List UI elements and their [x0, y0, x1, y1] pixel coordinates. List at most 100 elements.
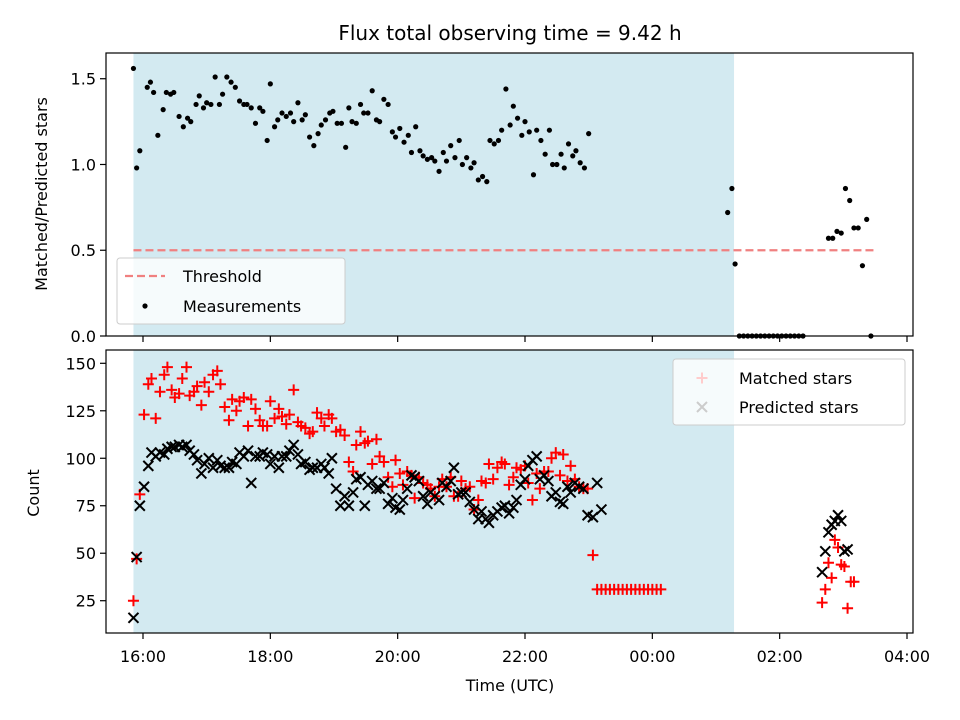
predicted-star-point	[382, 498, 394, 510]
predicted-star-point	[245, 477, 257, 489]
matched-star-point	[355, 426, 367, 438]
matched-star-point	[238, 391, 250, 403]
measurement-point	[184, 115, 191, 121]
predicted-star-point	[180, 439, 193, 451]
measurement-point	[208, 101, 214, 108]
measurement-point	[219, 91, 226, 97]
matched-star-point	[507, 471, 519, 483]
predicted-star-point	[475, 505, 488, 518]
measurement-point	[343, 144, 349, 150]
measurement-point	[315, 131, 321, 137]
measurement-point	[381, 96, 387, 102]
predicted-star-point	[334, 500, 347, 512]
measurement-point	[397, 125, 403, 132]
predicted-star-point	[130, 551, 143, 563]
predicted-star-point	[198, 458, 211, 470]
matched-star-point	[145, 372, 157, 384]
measurement-point	[291, 119, 297, 125]
x-tick-label: 18:00	[247, 647, 293, 666]
predicted-star-point	[280, 450, 292, 463]
predicted-star-point	[307, 462, 319, 474]
predicted-star-point	[299, 456, 312, 468]
measurement-point	[440, 149, 446, 156]
measurement-point	[151, 89, 157, 96]
measurement-point	[401, 139, 407, 145]
matched-star-point	[127, 595, 139, 607]
measurement-point	[275, 117, 281, 123]
measurement-point	[468, 165, 474, 171]
measurement-point	[369, 88, 375, 94]
predicted-star-point	[359, 500, 371, 512]
predicted-star-point	[326, 452, 338, 464]
measurement-point	[456, 137, 462, 144]
measurement-point	[534, 127, 540, 133]
matched-star-point	[249, 403, 261, 415]
matched-star-point	[191, 380, 203, 392]
measurement-point	[260, 108, 266, 114]
matched-star-point	[173, 388, 185, 400]
predicted-star-point	[542, 475, 555, 487]
measurement-point	[538, 137, 544, 144]
measurement-point	[424, 156, 430, 162]
x-tick-label: 16:00	[120, 647, 166, 666]
matched-star-point	[154, 386, 166, 398]
matched-star-point	[199, 376, 211, 388]
measurement-point	[830, 235, 836, 241]
measurement-point	[408, 149, 415, 156]
bottom-plot-frame	[105, 349, 914, 634]
predicted-star-point	[370, 482, 383, 495]
measurement-point	[530, 172, 537, 178]
bottom-y-tick-label: 100	[65, 449, 96, 468]
matched-star-point	[339, 429, 351, 441]
measurement-point	[137, 148, 143, 154]
measurement-point	[236, 98, 243, 104]
matched-star-point	[370, 433, 382, 445]
predicted-star-point	[249, 450, 262, 463]
measurement-point	[295, 100, 301, 106]
measurement-point	[302, 112, 308, 118]
predicted-star-point	[522, 460, 534, 472]
measurement-point	[212, 74, 218, 80]
measurement-point	[838, 230, 844, 236]
matched-star-point	[534, 483, 546, 495]
measurement-point	[475, 177, 481, 183]
x-tick-label: 02:00	[757, 647, 803, 666]
measurement-point	[322, 117, 329, 123]
predicted-star-point	[445, 475, 457, 487]
measurement-point	[200, 105, 207, 111]
predicted-star-point	[322, 467, 335, 480]
measurement-point	[834, 228, 840, 234]
measurement-point	[464, 155, 470, 161]
predicted-star-point	[283, 444, 296, 457]
predicted-star-point	[433, 494, 445, 506]
top-y-tick-label: 1.5	[71, 70, 96, 89]
top-y-tick-label: 1.0	[71, 155, 96, 174]
matched-star-point	[334, 424, 346, 436]
measurement-point	[318, 122, 324, 128]
matched-star-point	[350, 439, 362, 451]
measurement-point	[522, 119, 528, 125]
matched-star-point	[499, 458, 511, 470]
bottom-legend-box	[672, 358, 906, 426]
predicted-star-point	[816, 566, 828, 578]
measurement-point	[565, 141, 572, 147]
predicted-star-point	[591, 477, 603, 489]
measurement-point	[160, 107, 166, 113]
measurement-point	[577, 160, 583, 166]
predicted-star-point	[223, 462, 235, 474]
measurement-point	[732, 261, 738, 267]
measurement-point	[257, 105, 263, 111]
predicted-star-point	[440, 481, 453, 493]
predicted-star-point	[841, 543, 854, 556]
legend-matched-label: Matched stars	[739, 369, 852, 388]
predicted-star-point	[413, 475, 425, 487]
predicted-star-point	[564, 486, 577, 499]
matched-star-point	[503, 479, 515, 491]
measurement-point	[432, 158, 438, 164]
top-y-tick-label: 0.5	[71, 241, 96, 260]
matched-star-point	[203, 386, 215, 398]
measurement-point	[279, 110, 285, 116]
measurement-point	[503, 86, 509, 92]
measurement-point	[519, 132, 525, 138]
matched-star-point	[550, 447, 562, 459]
